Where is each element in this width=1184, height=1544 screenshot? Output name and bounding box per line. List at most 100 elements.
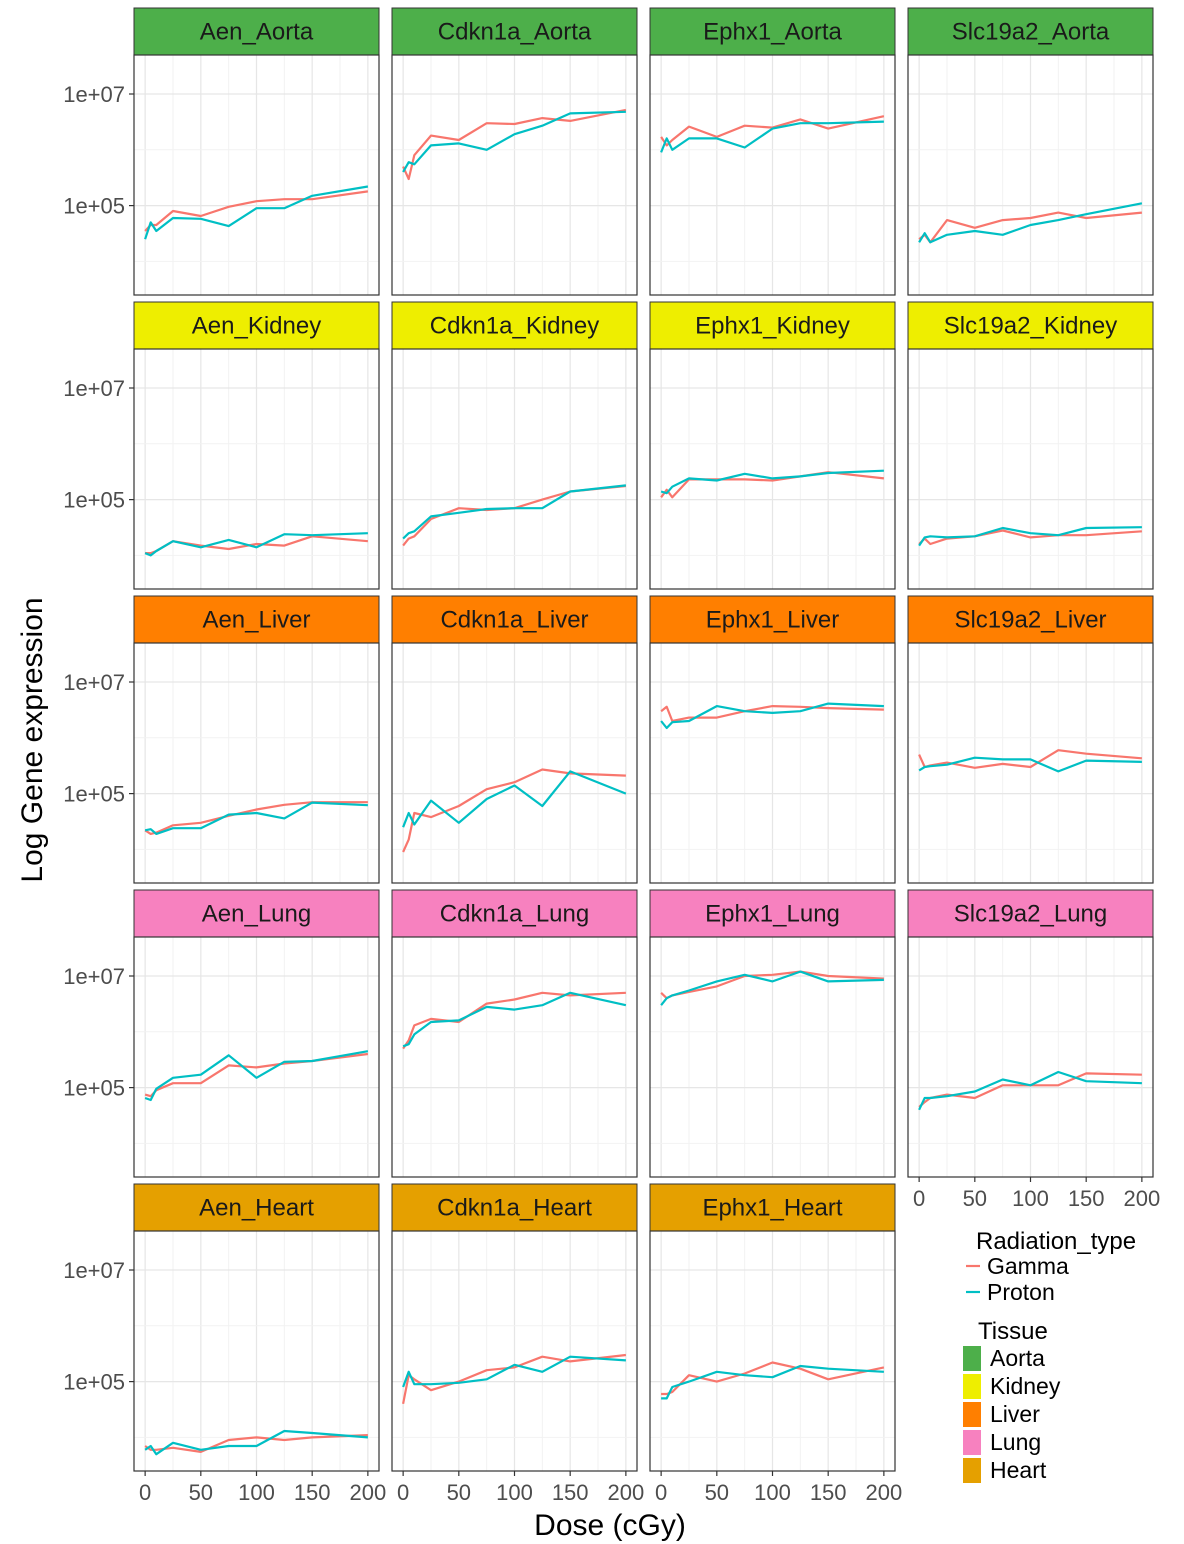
series-line-proton [144,532,368,557]
y-tick-label: 1e+05 [63,1076,125,1101]
facet-strip-label: Ephx1_Lung [705,901,840,928]
facet-strip [391,595,638,644]
x-axis-title: Dose (cGy) [534,1509,686,1542]
series-line-proton [660,702,884,730]
series-line-proton [144,1429,368,1456]
series-line-proton [144,185,369,240]
y-tick-label: 1e+07 [63,670,125,695]
series-line-gamma [402,768,626,853]
x-tick-label: 100 [496,1480,533,1505]
panel-border [907,54,1154,296]
facet-strip-label: Aen_Lung [202,901,311,928]
panel-border [391,54,638,296]
facet-panel: Slc19a2_Kidney [907,301,1154,590]
x-tick-label: 150 [810,1480,847,1505]
panel-border [649,936,896,1178]
series-line-gamma [144,801,368,836]
series-line-proton [402,110,626,173]
series-line-gamma [402,484,627,547]
facet-panel: Aen_Liver 1e+05 1e+07 [63,595,380,884]
facet-strip-label: Ephx1_Kidney [695,313,850,340]
y-tick-label: 1e+07 [63,964,125,989]
facet-strip-label: Slc19a2_Lung [954,901,1107,928]
facet-panel: Cdkn1a_Kidney [391,301,638,590]
series-line-proton [402,991,627,1048]
legend-label-heart: Heart [990,1457,1047,1483]
series-line-proton [660,970,884,1006]
facet-strip [133,301,380,350]
panel-border [133,348,380,590]
facet-strip-label: Ephx1_Liver [706,607,839,634]
panel-border [391,642,638,884]
series-line-proton [660,469,884,495]
facet-panel: Ephx1_Liver [649,595,896,884]
legend-title-tissue: Tissue [978,1318,1048,1345]
facet-panel: Aen_Aorta 1e+05 1e+07 [63,7,380,296]
x-tick-label: 150 [552,1480,589,1505]
x-tick-label: 150 [294,1480,331,1505]
panel-border [649,348,896,590]
series-line-proton [402,1355,626,1388]
panel-border [391,348,638,590]
panel-border [649,54,896,296]
x-tick-label: 50 [963,1186,987,1211]
facet-panel: Ephx1_Kidney [649,301,896,590]
panel-border [907,348,1154,590]
x-tick-label: 100 [754,1480,791,1505]
facet-strip [649,889,896,938]
x-tick-label: 200 [350,1480,387,1505]
facet-strip [907,7,1154,56]
x-tick-label: 200 [866,1480,903,1505]
facet-panel: Cdkn1a_Lung [391,889,638,1178]
legend-label-lung: Lung [990,1429,1041,1455]
x-tick-label: 150 [1068,1186,1105,1211]
panel-border [133,54,380,296]
facet-panel: Aen_Heart 1e+05 1e+07 0 50 100 150 200 [63,1183,387,1505]
legend-title-radiation-type: Radiation_type [976,1228,1136,1255]
panel-border [649,642,896,884]
facet-strip [133,1183,380,1232]
series-line-gamma [918,529,1142,546]
series-line-proton [402,770,627,828]
legend-key-heart [963,1458,981,1483]
y-tick-label: 1e+07 [63,376,125,401]
facet-strip [133,889,380,938]
facet-strip-label: Ephx1_Aorta [703,19,842,46]
facet-panel: Aen_Kidney 1e+05 1e+07 [63,301,380,590]
facet-strip [907,301,1154,350]
facet-strip-label: Aen_Liver [202,607,310,634]
x-tick-label: 100 [1012,1186,1049,1211]
facet-panel: Ephx1_Aorta [649,7,896,296]
series-line-proton [918,1070,1142,1111]
x-tick-label: 50 [189,1480,213,1505]
facet-strip [649,7,896,56]
y-tick-label: 1e+05 [63,782,125,807]
facet-panel: Ephx1_Lung [649,889,896,1178]
facet-panel: Slc19a2_Liver [907,595,1154,884]
facet-strip-label: Slc19a2_Aorta [952,19,1110,46]
series-line-proton [144,801,368,836]
facet-panel: Slc19a2_Aorta [907,7,1154,296]
x-tick-label: 0 [913,1186,925,1211]
panel-border [391,936,638,1178]
y-tick-label: 1e+07 [63,1258,125,1283]
facet-panel: Cdkn1a_Heart 0 50 100 150 200 [391,1183,645,1505]
legend-key-lung [963,1430,981,1455]
y-tick-label: 1e+05 [63,194,125,219]
x-tick-label: 50 [705,1480,729,1505]
legend-label-proton: Proton [987,1279,1055,1305]
facet-strip-label: Slc19a2_Kidney [944,313,1117,340]
y-axis-title: Log Gene expression [16,597,49,882]
facet-panel: Ephx1_Heart 0 50 100 150 200 [649,1183,903,1505]
x-tick-label: 50 [447,1480,471,1505]
panel-border [133,642,380,884]
facet-strip-label: Cdkn1a_Heart [437,1195,592,1222]
facet-panel: Cdkn1a_Aorta [391,7,638,296]
legend-label-gamma: Gamma [987,1253,1069,1279]
facet-panel: Slc19a2_Lung 0 50 100 150 200 [907,889,1160,1211]
x-tick-label: 200 [608,1480,645,1505]
x-tick-label: 100 [238,1480,275,1505]
facet-panel: Cdkn1a_Liver [391,595,638,884]
legend-key-kidney [963,1374,981,1399]
